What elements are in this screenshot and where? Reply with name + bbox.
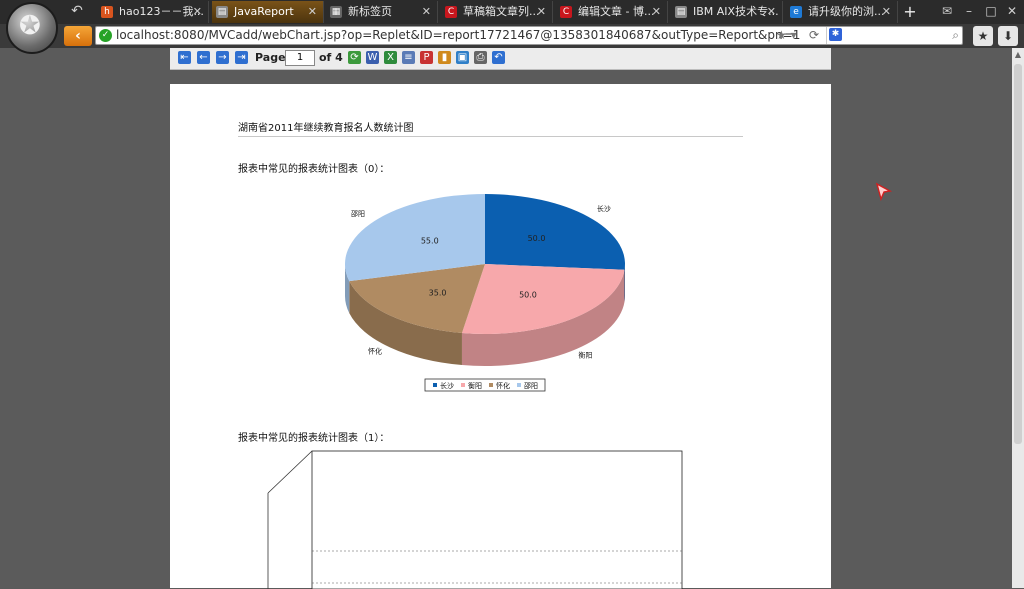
vertical-scrollbar[interactable]: ▲	[1012, 48, 1024, 588]
address-bar[interactable]: ✓ localhost:8080/MVCadd/webChart.jsp?op=…	[95, 26, 963, 45]
tab-label: IBM AIX技术专...	[693, 5, 779, 18]
legend-swatch	[433, 383, 437, 387]
browser-logo[interactable]: ✪	[6, 2, 58, 54]
legend-swatch	[517, 383, 521, 387]
bar-back-wall	[312, 451, 682, 589]
new-tab-button[interactable]: +	[900, 1, 920, 23]
tab-label: 新标签页	[348, 5, 392, 18]
section-title-1: 报表中常见的报表统计图表（1）：	[238, 429, 389, 444]
legend-swatch	[489, 383, 493, 387]
section-title-0: 报表中常见的报表统计图表（0）：	[238, 160, 389, 175]
first-page-icon[interactable]: ⇤	[178, 51, 191, 64]
print-icon[interactable]: ⎙	[474, 51, 487, 64]
close-tab-icon[interactable]: ✕	[193, 1, 202, 23]
download-icon[interactable]: ⬇	[998, 26, 1018, 46]
hao123-icon: h	[101, 6, 113, 18]
pie-value-label: 50.0	[528, 234, 546, 243]
pie-category-label: 怀化	[368, 346, 382, 355]
refresh-report-icon[interactable]: ⟳	[348, 51, 361, 64]
export-excel-icon[interactable]: X	[384, 51, 397, 64]
undo-icon[interactable]: ↶	[492, 51, 505, 64]
legend-label: 衡阳	[468, 381, 482, 390]
scrollbar-thumb[interactable]	[1014, 64, 1022, 444]
page-icon: ▤	[675, 6, 687, 18]
security-shield-icon: ✓	[99, 29, 112, 42]
legend-label: 怀化	[496, 381, 510, 390]
tab-label: 请升级你的浏...	[808, 5, 885, 18]
refresh-icon[interactable]: ⟳	[809, 27, 819, 44]
search-box[interactable]: ✱ ⌕	[826, 27, 963, 44]
page-icon: ▤	[216, 6, 228, 18]
page-count-label: of 4	[319, 51, 343, 64]
last-page-icon[interactable]: ⇥	[235, 51, 248, 64]
tab-2[interactable]: ▦ 新标签页 ✕	[326, 1, 438, 23]
save-icon[interactable]: ▣	[456, 51, 469, 64]
tab-1[interactable]: ▤ JavaReport ✕	[212, 1, 324, 23]
page-number-input[interactable]	[285, 50, 315, 66]
cheetah-icon: ✪	[19, 11, 41, 41]
bookmark-star-icon[interactable]: ★ ▾	[776, 27, 797, 44]
export-word-icon[interactable]: W	[366, 51, 379, 64]
export-pdf-icon[interactable]: P	[420, 51, 433, 64]
search-icon[interactable]: ⌕	[952, 27, 959, 44]
tab-label: 草稿箱文章列...	[463, 5, 540, 18]
csdn-icon: C	[560, 6, 572, 18]
skin-icon[interactable]: ✉	[938, 2, 956, 20]
close-tab-icon[interactable]: ✕	[422, 1, 431, 23]
close-window-button[interactable]: ✕	[1003, 2, 1021, 20]
close-tab-icon[interactable]: ✕	[537, 1, 546, 23]
mouse-cursor-icon	[875, 182, 893, 202]
report-title: 湖南省2011年继续教育报名人数统计图	[238, 119, 413, 134]
previous-page-icon[interactable]: ←	[197, 51, 210, 64]
legend-label: 长沙	[440, 381, 454, 390]
back-button[interactable]: ‹	[64, 26, 92, 46]
tab-4[interactable]: C 编辑文章 - 博...✕	[556, 1, 668, 23]
url-text[interactable]: localhost:8080/MVCadd/webChart.jsp?op=Re…	[116, 27, 800, 44]
tab-6[interactable]: e 请升级你的浏...✕	[786, 1, 898, 23]
pie-value-label: 55.0	[421, 236, 439, 245]
scroll-up-icon[interactable]: ▲	[1012, 48, 1024, 62]
pie-category-label: 邵阳	[351, 209, 365, 218]
close-tab-icon[interactable]: ✕	[308, 1, 317, 23]
close-tab-icon[interactable]: ✕	[652, 1, 661, 23]
tab-label: JavaReport	[234, 5, 294, 18]
favorites-icon[interactable]: ★	[973, 26, 993, 46]
minimize-button[interactable]: –	[960, 2, 978, 20]
pie-value-label: 50.0	[519, 290, 537, 299]
undo-close-tab-button[interactable]: ↶	[64, 3, 90, 21]
pie-value-label: 35.0	[429, 288, 447, 297]
legend-swatch	[461, 383, 465, 387]
legend-label: 邵阳	[524, 381, 538, 390]
page-label: Page	[255, 51, 286, 64]
bar-side-edge	[268, 451, 312, 493]
export-text-icon[interactable]: ≡	[402, 51, 415, 64]
title-divider	[238, 136, 743, 137]
ie-icon: e	[790, 6, 802, 18]
close-tab-icon[interactable]: ✕	[767, 1, 776, 23]
pie-category-label: 长沙	[597, 204, 611, 213]
grid-icon: ▦	[330, 6, 342, 18]
maximize-button[interactable]: □	[982, 2, 1000, 20]
report-page: 湖南省2011年继续教育报名人数统计图 报表中常见的报表统计图表（0）： 50.…	[170, 84, 831, 588]
navigation-bar: ‹ ✓ localhost:8080/MVCadd/webChart.jsp?o…	[0, 24, 1024, 48]
csdn-icon: C	[445, 6, 457, 18]
pie-category-label: 衡阳	[578, 351, 592, 360]
tab-label: hao123－－我...	[119, 5, 204, 18]
tab-3[interactable]: C 草稿箱文章列...✕	[441, 1, 553, 23]
tab-0[interactable]: h hao123－－我...✕	[97, 1, 209, 23]
chart-icon[interactable]: ▮	[438, 51, 451, 64]
next-page-icon[interactable]: →	[216, 51, 229, 64]
search-engine-icon[interactable]: ✱	[829, 28, 842, 41]
bar-chart: 48.032.050.050.055.0	[230, 449, 700, 589]
close-tab-icon[interactable]: ✕	[882, 1, 891, 23]
tab-label: 编辑文章 - 博...	[578, 5, 654, 18]
pie-legend: 长沙 衡阳 怀化 邵阳	[425, 379, 545, 391]
report-toolbar: ⇤ ← → ⇥ Page of 4 ⟳ W X ≡ P ▮ ▣ ⎙ ↶	[170, 48, 831, 70]
pie-chart: 50.0长沙50.0衡阳35.0怀化55.0邵阳长沙衡阳怀化邵阳	[345, 189, 645, 399]
tab-5[interactable]: ▤ IBM AIX技术专...✕	[671, 1, 783, 23]
